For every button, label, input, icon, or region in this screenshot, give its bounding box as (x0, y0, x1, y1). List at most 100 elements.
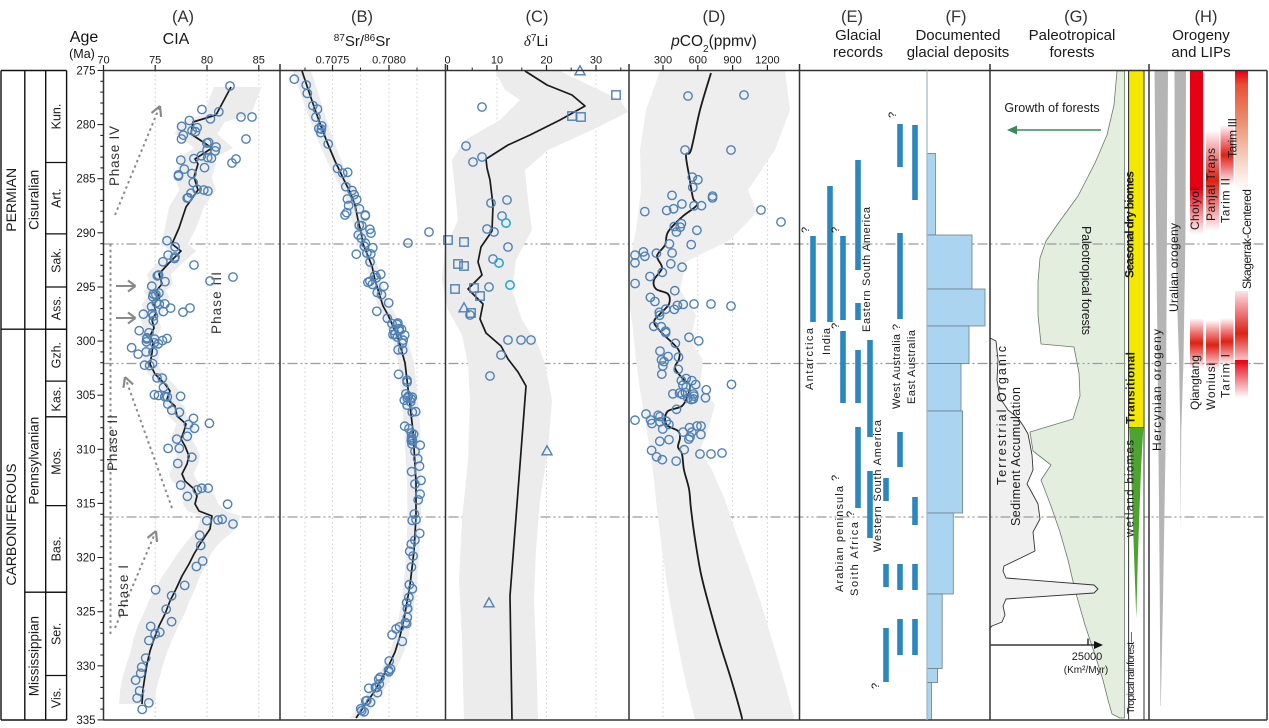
svg-text:(Km²/Myr): (Km²/Myr) (1064, 665, 1108, 676)
svg-text:10: 10 (491, 55, 503, 67)
svg-text:glacial deposits: glacial deposits (907, 44, 1010, 61)
svg-text:320: 320 (76, 553, 95, 565)
svg-text:Tarim I: Tarim I (1219, 354, 1233, 398)
svg-text:Eastern South America: Eastern South America (861, 206, 873, 332)
svg-text:(Ma): (Ma) (69, 47, 95, 61)
svg-text:Paleotropical forests: Paleotropical forests (1079, 226, 1093, 335)
svg-text:(C): (C) (526, 8, 549, 26)
svg-text:1200: 1200 (755, 55, 779, 67)
svg-text:forests: forests (1049, 44, 1094, 61)
svg-text:25000: 25000 (1072, 651, 1103, 663)
svg-text:Phase I: Phase I (116, 565, 131, 617)
svg-text:Terrestrial Organic: Terrestrial Organic (995, 346, 1009, 485)
svg-text:285: 285 (76, 174, 95, 186)
svg-text:Ser.: Ser. (50, 623, 64, 645)
svg-text:?: ? (800, 227, 812, 233)
svg-text:CARBONIFEROUS: CARBONIFEROUS (3, 464, 19, 586)
svg-text:(H): (H) (1195, 8, 1218, 26)
svg-text:India: India (821, 327, 833, 355)
svg-text:30: 30 (590, 55, 602, 67)
svg-text:600: 600 (689, 55, 707, 67)
svg-text:?: ? (830, 475, 842, 481)
svg-text:0.7075: 0.7075 (316, 55, 350, 67)
svg-text:PERMIAN: PERMIAN (3, 168, 19, 232)
svg-text:Kas.: Kas. (50, 386, 64, 411)
svg-text:Cisuralian: Cisuralian (27, 170, 42, 230)
svg-text:Phase IV: Phase IV (107, 126, 122, 186)
svg-text:Phase II: Phase II (105, 415, 120, 471)
svg-text:Glacial: Glacial (835, 27, 881, 44)
svg-text:Orogeny: Orogeny (1172, 27, 1230, 44)
svg-text:Age: Age (70, 29, 99, 46)
svg-text:Paleotropical: Paleotropical (1029, 27, 1116, 44)
svg-text:300: 300 (654, 55, 672, 67)
svg-text:900: 900 (723, 55, 741, 67)
svg-text:and LIPs: and LIPs (1171, 44, 1230, 61)
svg-text:325: 325 (76, 607, 95, 619)
svg-text:290: 290 (76, 228, 95, 240)
svg-text:Ass.: Ass. (50, 296, 64, 320)
svg-text:Art.: Art. (50, 188, 64, 207)
svg-text:East Australia: East Australia (906, 329, 918, 404)
svg-text:Mos.: Mos. (50, 448, 64, 475)
svg-text:Seasonal dry biomes: Seasonal dry biomes (1123, 171, 1137, 278)
svg-text:Tropical rainforest—: Tropical rainforest— (1125, 632, 1137, 715)
svg-text:85: 85 (253, 55, 265, 67)
svg-text:Documented: Documented (915, 27, 1000, 44)
svg-text:?: ? (887, 112, 899, 118)
svg-text:Bas.: Bas. (50, 536, 64, 561)
svg-text:Sak.: Sak. (50, 248, 64, 273)
svg-text:Mississippian: Mississippian (27, 616, 42, 696)
svg-text:(E): (E) (841, 8, 863, 26)
svg-text:280: 280 (76, 120, 95, 132)
svg-text:20: 20 (540, 55, 552, 67)
svg-text:87Sr/86Sr: 87Sr/86Sr (334, 33, 390, 51)
svg-text:(G): (G) (1064, 8, 1088, 26)
svg-text:Panjal Traps: Panjal Traps (1204, 148, 1218, 221)
svg-text:305: 305 (76, 390, 95, 402)
svg-text:Antarctica: Antarctica (804, 327, 816, 390)
svg-text:?: ? (830, 323, 842, 329)
svg-text:0: 0 (444, 55, 450, 67)
svg-text:wetland biomes: wetland biomes (1125, 440, 1137, 538)
svg-text:?: ? (845, 511, 857, 517)
svg-text:Phase III: Phase III (209, 272, 224, 334)
svg-text:δ7Li: δ7Li (524, 33, 548, 51)
svg-text:Skagerrak-Centered: Skagerrak-Centered (1240, 189, 1254, 289)
svg-text:Woniusi: Woniusi (1204, 363, 1218, 410)
svg-text:(D): (D) (703, 8, 726, 26)
svg-text:?: ? (870, 683, 882, 689)
svg-text:75: 75 (149, 55, 161, 67)
svg-text:295: 295 (76, 282, 95, 294)
svg-text:Growth of forests: Growth of forests (1004, 101, 1099, 115)
svg-text:300: 300 (76, 336, 95, 348)
svg-text:(F): (F) (945, 8, 966, 26)
svg-text:70: 70 (97, 55, 109, 67)
svg-text:Arabian peninsula: Arabian peninsula (834, 485, 846, 592)
svg-text:Tarim III: Tarim III (1226, 118, 1240, 158)
svg-text:?: ? (830, 227, 842, 233)
svg-text:330: 330 (76, 661, 95, 673)
svg-text:Choiyoi: Choiyoi (1188, 188, 1202, 230)
svg-text:Vis.: Vis. (50, 687, 64, 708)
svg-text:310: 310 (76, 444, 95, 456)
svg-text:Soith Africa: Soith Africa (849, 521, 861, 596)
svg-text:315: 315 (76, 498, 95, 510)
svg-text:275: 275 (76, 66, 95, 78)
svg-text:335: 335 (76, 715, 95, 727)
svg-text:records: records (833, 44, 883, 61)
svg-text:80: 80 (201, 55, 213, 67)
svg-text:West Australia ?: West Australia ? (891, 324, 903, 409)
svg-text:Pennsylvanian: Pennsylvanian (27, 417, 42, 505)
svg-text:Qiangtang: Qiangtang (1188, 355, 1202, 410)
svg-text:(A): (A) (172, 8, 194, 26)
svg-text:Sediment Accumulation: Sediment Accumulation (1009, 387, 1023, 526)
svg-text:Hercynian orogeny: Hercynian orogeny (1150, 329, 1164, 451)
svg-text:pCO2(ppmv): pCO2(ppmv) (670, 33, 757, 55)
svg-text:CIA: CIA (163, 31, 190, 48)
svg-text:0.7080: 0.7080 (372, 55, 406, 67)
svg-text:Gzh.: Gzh. (50, 342, 64, 368)
svg-text:Uralian orogeny: Uralian orogeny (1167, 223, 1181, 312)
svg-text:Kun.: Kun. (50, 104, 64, 130)
svg-text:Tarim II: Tarim II (1219, 178, 1233, 223)
